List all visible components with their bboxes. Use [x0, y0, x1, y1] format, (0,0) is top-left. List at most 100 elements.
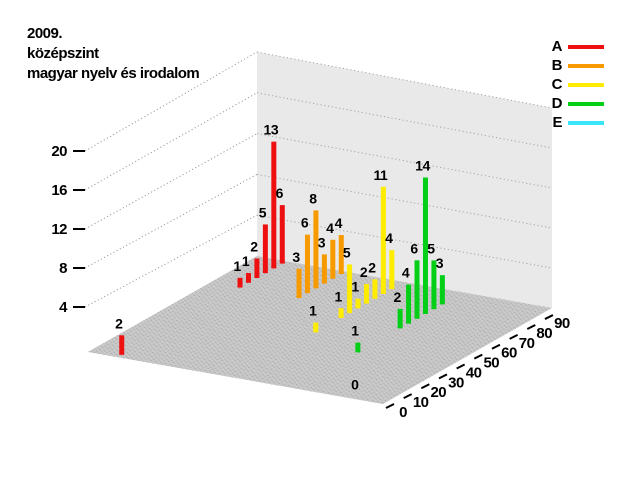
bar-C-75	[363, 284, 369, 304]
bar-value-label-A-90: 13	[264, 122, 279, 138]
legend-item-A: A	[544, 37, 604, 56]
legend-swatch	[568, 82, 604, 87]
x-tick-mark	[473, 353, 483, 360]
bar-value-label-B-75: 6	[301, 215, 309, 231]
bar-D-65	[406, 284, 412, 324]
x-tick-mark	[420, 383, 430, 390]
bar-D-70	[414, 260, 420, 319]
bar-value-label-C-45: 1	[309, 303, 317, 319]
x-tick-mark	[491, 343, 501, 350]
x-tick-label: 0	[399, 404, 407, 421]
z-tick-label: 16	[51, 182, 67, 199]
bar-value-label-D-65: 4	[402, 265, 410, 281]
z-gridline-wall	[256, 51, 553, 109]
bar-D-35	[355, 342, 361, 353]
legend-item-E: E	[544, 113, 604, 132]
z-tick-label: 4	[59, 299, 68, 316]
bar-B-95	[338, 235, 344, 274]
z-gridline-wall	[256, 92, 553, 149]
legend-swatch	[568, 120, 604, 125]
x-tick-label: 80	[536, 325, 552, 342]
bar-A-90	[271, 141, 277, 269]
x-tick-mark	[544, 314, 554, 320]
x-tick-mark	[438, 373, 448, 380]
bar-value-label-A-70: 1	[233, 258, 241, 274]
legend-item-C: C	[544, 75, 604, 94]
x-tick-label: 40	[466, 364, 482, 381]
bar-value-label-C-60: 1	[334, 288, 342, 304]
bar-value-label-B-95: 4	[335, 215, 343, 231]
bar-value-label-C-75: 2	[360, 264, 368, 280]
bar-value-label-D-80: 5	[427, 240, 435, 256]
bar-B-90	[330, 239, 336, 279]
bar-C-70	[355, 298, 361, 309]
legend-item-B: B	[544, 56, 604, 75]
bar-value-label-A-0: 2	[115, 315, 123, 331]
bar-value-label-A-80: 2	[250, 239, 258, 255]
bar-D-60	[397, 308, 403, 329]
bar-D-80	[431, 260, 437, 310]
legend-swatch	[568, 101, 604, 106]
x-tick-mark	[403, 393, 413, 400]
x-tick-label: 20	[430, 384, 446, 401]
bar-D-85	[439, 275, 445, 305]
bar-value-label-A-75: 1	[242, 253, 250, 269]
bar-value-label-C-85: 11	[373, 167, 388, 183]
title-line-3: magyar nyelv és irodalom	[27, 65, 200, 82]
bar-value-label-D-75: 14	[415, 158, 430, 174]
bar-value-label-B-90: 4	[326, 220, 334, 236]
bar-value-label-D-70: 6	[410, 240, 418, 256]
x-tick-mark	[456, 363, 466, 370]
legend-swatch	[568, 63, 604, 68]
bar-value-label-A-95: 6	[276, 185, 284, 201]
x-tick-mark	[526, 324, 536, 330]
bar-A-95	[279, 205, 285, 264]
bar-value-label-A-85: 5	[259, 204, 267, 220]
z-gridline-wall	[256, 214, 553, 269]
x-tick-label: 60	[501, 345, 517, 362]
x-tick-mark	[509, 333, 519, 340]
bar-value-label-C-80: 2	[368, 259, 376, 275]
bar-value-label-B-70: 3	[292, 249, 300, 265]
bar-A-85	[262, 224, 268, 274]
chart-title: 2009. középszint magyar nyelv és irodalo…	[27, 24, 200, 84]
bar-B-80	[313, 210, 319, 289]
x-tick-label: 90	[554, 315, 570, 332]
z-gridline-side	[84, 92, 258, 191]
bar-value-label-C-65: 5	[343, 244, 351, 260]
x-tick-label: 30	[448, 374, 464, 391]
bar-B-70	[296, 268, 302, 298]
bar-C-45	[313, 322, 319, 333]
bar-C-90	[389, 250, 395, 290]
legend-item-D: D	[544, 94, 604, 113]
z-tick-label: 12	[51, 221, 67, 238]
legend-label: C	[551, 76, 563, 93]
bar-value-label-D-60: 2	[393, 289, 401, 305]
bar-value-label-B-85: 3	[318, 234, 326, 250]
bar-value-label-B-80: 8	[309, 190, 317, 206]
x-tick-label: 10	[413, 394, 429, 411]
legend-label: B	[551, 57, 563, 74]
z-gridline-side	[84, 133, 258, 230]
x-tick-label: 50	[483, 355, 499, 372]
title-line-2: középszint	[27, 45, 99, 62]
bar-A-80	[254, 258, 260, 278]
bar-A-75	[245, 273, 251, 283]
legend-label: D	[551, 95, 563, 112]
x-tick-label: 70	[519, 335, 535, 352]
legend-label: A	[551, 38, 563, 55]
bar-C-85	[380, 186, 386, 294]
legend-swatch	[568, 44, 604, 49]
z-gridline-wall	[256, 173, 553, 229]
bar-value-label-D-85: 3	[436, 255, 444, 271]
bar-value-label-D-35: 1	[351, 323, 359, 339]
bar-B-85	[321, 254, 327, 284]
z-gridline-side	[84, 173, 258, 269]
z-gridline-side	[84, 214, 258, 308]
bar-C-65	[347, 264, 353, 314]
bar-A-0	[119, 335, 125, 355]
z-gridline-wall	[256, 133, 553, 189]
bar-B-75	[304, 234, 310, 294]
